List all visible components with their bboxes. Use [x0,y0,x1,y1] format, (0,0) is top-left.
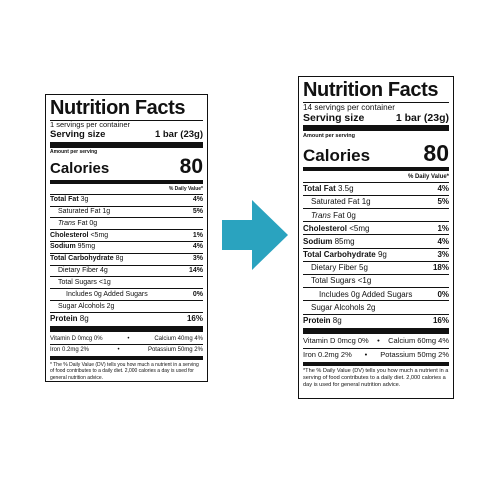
fiber-row: Dietary Fiber 4g 14% [50,264,203,277]
sugar-alcohols-row: Sugar Alcohols 2g [50,300,203,312]
calories-label: Calories [303,145,371,165]
amount-per-serving: Amount per serving [303,133,355,140]
saturated-fat-row: Saturated Fat 1g 5% [303,194,449,208]
footnote: *The % Daily Value (DV) tells you how mu… [303,367,449,389]
total-carb-row: Total Carbohydrate 8g 3% [50,252,203,265]
calories-value: 80 [179,155,203,179]
trans-fat-row: Trans Fat 0g [303,208,449,221]
serving-size-value: 1 bar (23g) [154,128,203,140]
servings-per-container: 14 servings per container [303,103,395,112]
total-sugars-row: Total Sugars <1g [50,276,203,288]
servings-per-container: 1 servings per container [50,120,131,129]
trans-fat-row: Trans Fat 0g [50,217,203,229]
total-fat-row: Total Fat 3.5g 4% [303,181,449,195]
calories-label: Calories [50,160,110,178]
label-title: Nutrition Facts [50,97,186,119]
added-sugars-row: Includes 0g Added Sugars 0% [50,288,203,300]
nutrition-label-before: Nutrition Facts 1 servings per container… [45,94,208,382]
calories-row: Calories 80 [303,140,449,166]
arrow-shape [222,200,288,270]
vitamin-row: Vitamin D 0mcg 0% • Calcium 40mg 4% [50,335,203,342]
amount-per-serving: Amount per serving [50,148,98,155]
added-sugars-row: Includes 0g Added Sugars 0% [303,287,449,300]
serving-size-row: Serving size 1 bar (23g) [303,112,449,124]
sodium-row: Sodium 85mg 4% [303,234,449,247]
serving-size-label: Serving size [303,112,365,125]
calories-value: 80 [423,139,449,166]
sugar-alcohols-row: Sugar Alcohols 2g [303,300,449,313]
cholesterol-row: Cholesterol <5mg 1% [50,229,203,241]
serving-size-row: Serving size 1 bar (23g) [50,128,203,141]
total-carb-row: Total Carbohydrate 9g 3% [303,247,449,261]
serving-size-value: 1 bar (23g) [395,112,449,125]
protein-row: Protein 8g 16% [303,313,449,327]
cholesterol-row: Cholesterol <5mg 1% [303,221,449,234]
fiber-row: Dietary Fiber 5g 18% [303,260,449,274]
daily-value-header: % Daily Value* [168,185,203,192]
calories-row: Calories 80 [50,155,203,179]
label-title: Nutrition Facts [303,79,439,101]
serving-size-label: Serving size [50,128,106,140]
arrow-right-icon [222,200,288,270]
saturated-fat-row: Saturated Fat 1g 5% [50,205,203,218]
mineral-row: Iron 0.2mg 2% • Potassium 50mg 2% [303,347,449,361]
daily-value-header: % Daily Value* [407,173,449,180]
protein-row: Protein 8g 16% [50,311,203,325]
vitamin-row: Vitamin D 0mcg 0% • Calcium 60mg 4% [303,336,449,346]
mineral-row: Iron 0.2mg 2% • Potassium 50mg 2% [50,344,203,355]
sodium-row: Sodium 95mg 4% [50,241,203,253]
footnote: * The % Daily Value (DV) tells you how m… [50,361,199,381]
total-fat-row: Total Fat 3g 4% [50,193,203,206]
total-sugars-row: Total Sugars <1g [303,273,449,287]
nutrition-label-after: Nutrition Facts 14 servings per containe… [298,76,454,399]
